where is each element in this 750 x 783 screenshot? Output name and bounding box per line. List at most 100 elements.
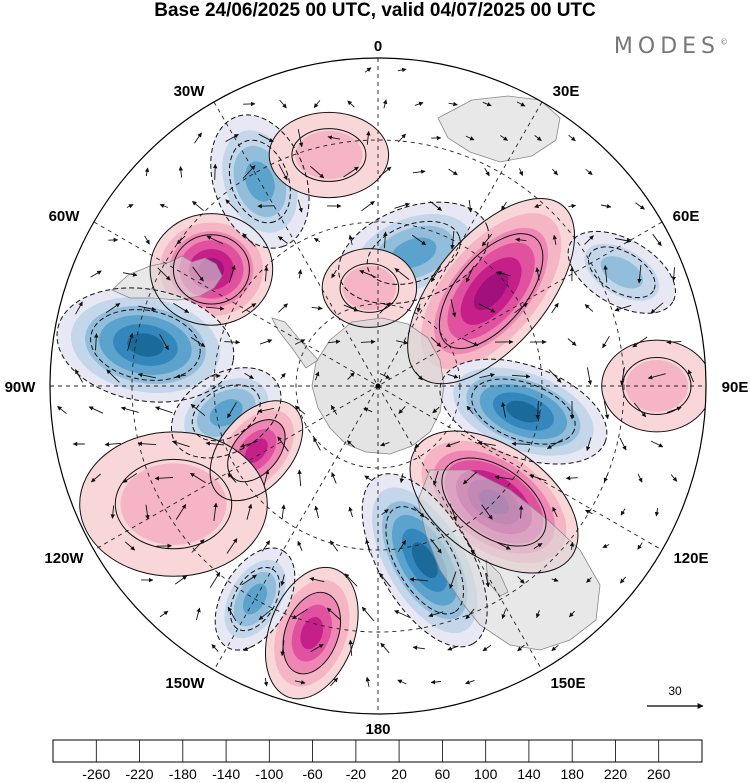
wind-arrow xyxy=(635,202,645,210)
wind-arrow xyxy=(652,233,662,247)
antarctic-peninsula xyxy=(271,317,319,369)
wind-arrow xyxy=(292,608,308,620)
wind-arrow xyxy=(104,442,121,447)
lon-label-30e: 30E xyxy=(553,83,580,100)
wind-arrow xyxy=(347,372,355,380)
wind-arrow xyxy=(603,473,609,483)
wind-arrow xyxy=(430,201,442,211)
wind-arrow xyxy=(448,168,458,176)
wind-arrow xyxy=(294,405,306,415)
wind-arrow xyxy=(518,168,524,177)
contour-line xyxy=(114,458,233,550)
wind-arrow xyxy=(481,504,493,520)
lon-label-120e: 120E xyxy=(673,550,708,567)
colorbar-tick-label: 260 xyxy=(647,766,671,782)
contour-group xyxy=(79,431,268,577)
contour-line xyxy=(227,419,286,483)
wind-arrow xyxy=(258,607,274,621)
contour-line xyxy=(439,358,608,465)
colorbar-frame xyxy=(52,739,703,763)
wind-arrow xyxy=(173,302,190,314)
wind-arrow xyxy=(138,305,157,312)
wind-arrow xyxy=(225,199,239,213)
contour-line xyxy=(214,547,296,651)
contour-group xyxy=(264,566,359,700)
wind-arrow xyxy=(619,367,625,386)
wind-arrow xyxy=(257,407,275,414)
wind-arrow xyxy=(242,165,256,179)
wind-arrow xyxy=(326,607,342,621)
wind-arrow xyxy=(278,236,288,244)
contour-line xyxy=(438,233,544,350)
wind-arrow xyxy=(159,333,169,351)
contour-line xyxy=(90,309,201,381)
wind-arrow xyxy=(494,475,513,480)
lon-label-180: 180 xyxy=(365,721,390,738)
wind-arrow xyxy=(535,400,541,420)
wind-arrow xyxy=(485,573,490,588)
africa-land xyxy=(437,95,561,163)
wind-arrow xyxy=(482,644,492,652)
wind-arrow xyxy=(159,203,169,209)
contour-line xyxy=(338,201,490,305)
contour-line xyxy=(321,248,418,328)
wind-arrow xyxy=(620,508,626,516)
wind-arrow xyxy=(380,642,390,654)
wind-arrow xyxy=(432,470,439,486)
colorbar-tick-label: 180 xyxy=(561,766,585,782)
contour-group xyxy=(321,248,418,328)
wind-arrow xyxy=(647,373,666,380)
wind-arrow xyxy=(313,100,321,108)
wind-arrow xyxy=(88,406,104,414)
wind-arrow xyxy=(666,339,682,345)
wind-arrow xyxy=(633,402,647,418)
wind-arrow xyxy=(602,543,610,548)
anomaly-band xyxy=(600,256,643,289)
map-boundary xyxy=(49,57,707,715)
wind-arrow xyxy=(619,437,627,451)
lon-label-90w: 90W xyxy=(5,379,37,396)
wind-arrow xyxy=(479,373,495,379)
wind-arrow xyxy=(277,436,289,452)
colorbar-tick-label: 20 xyxy=(391,766,407,782)
wind-arrow xyxy=(327,135,341,140)
wind-arrow xyxy=(361,606,375,622)
wind-arrow xyxy=(378,166,392,178)
wind-arrow xyxy=(331,472,337,484)
wind-arrow xyxy=(365,676,371,687)
colorbar-tick-label: -220 xyxy=(125,766,153,782)
colorbar-tick-label: 100 xyxy=(474,766,498,782)
wind-arrow xyxy=(428,611,444,618)
colorbar-tick-label: -140 xyxy=(212,766,240,782)
contour-line xyxy=(79,431,268,577)
wind-arrow xyxy=(309,165,325,179)
wind-arrow xyxy=(176,235,186,245)
contour-line xyxy=(264,566,359,700)
wind-arrow xyxy=(448,101,458,107)
wind-arrow xyxy=(496,271,511,277)
wind-arrow xyxy=(241,574,257,586)
anomaly-band xyxy=(625,360,688,412)
wind-arrow xyxy=(430,336,442,348)
wind-arrow xyxy=(394,268,410,280)
wind-arrow xyxy=(397,67,407,73)
wind-arrow xyxy=(603,401,610,420)
wind-arrow xyxy=(381,508,389,516)
wind-arrow xyxy=(294,680,306,685)
wind-arrow xyxy=(533,543,543,549)
lon-label-150w: 150W xyxy=(165,675,205,692)
wind-arrow xyxy=(137,441,157,446)
wind-arrow xyxy=(585,509,593,515)
wind-arrow xyxy=(246,503,253,520)
wind-arrow xyxy=(547,439,563,449)
wind-arrow xyxy=(347,100,355,108)
wind-arrow xyxy=(205,306,225,311)
wind-arrow xyxy=(399,473,405,484)
wind-arrow xyxy=(552,168,558,176)
wind-arrow xyxy=(518,505,524,519)
contour-group xyxy=(361,473,488,648)
wind-arrow xyxy=(515,237,527,243)
contour-line xyxy=(601,339,706,433)
lon-label-90e: 90E xyxy=(722,379,749,396)
contour-line xyxy=(339,263,400,313)
